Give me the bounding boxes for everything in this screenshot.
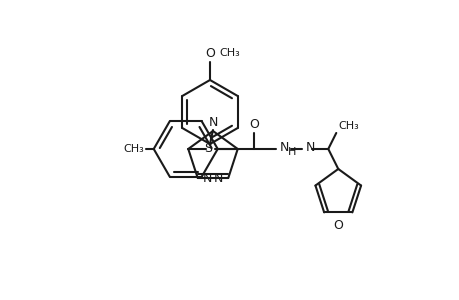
- Text: N: N: [202, 172, 212, 184]
- Text: CH₃: CH₃: [123, 144, 143, 154]
- Text: H: H: [288, 147, 296, 157]
- Text: CH₃: CH₃: [218, 48, 239, 58]
- Text: O: O: [249, 118, 259, 131]
- Text: N: N: [305, 142, 314, 154]
- Text: CH₃: CH₃: [337, 121, 358, 131]
- Text: N: N: [279, 142, 288, 154]
- Text: O: O: [333, 219, 342, 232]
- Text: O: O: [205, 47, 214, 60]
- Text: N: N: [208, 116, 217, 129]
- Text: S: S: [204, 142, 212, 155]
- Text: N: N: [213, 172, 223, 184]
